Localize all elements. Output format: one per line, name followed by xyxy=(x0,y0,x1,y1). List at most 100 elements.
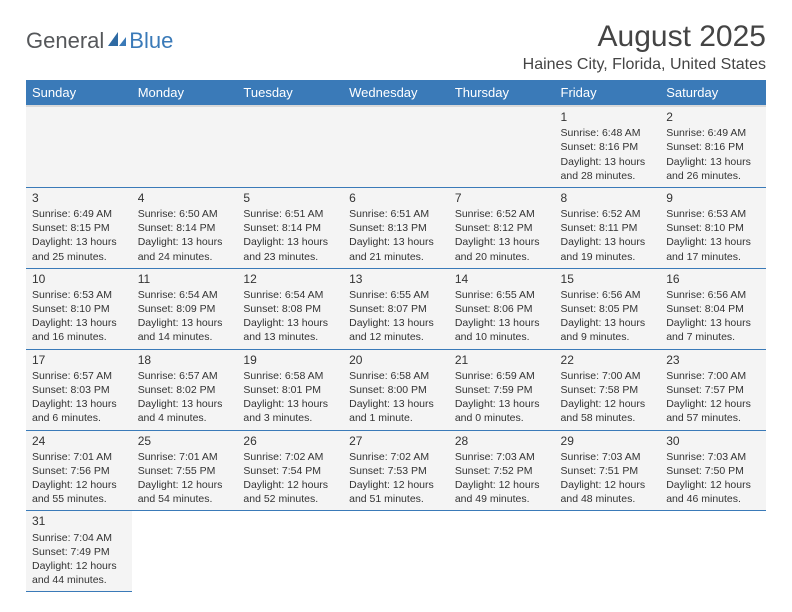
day-number: 7 xyxy=(455,190,549,206)
sunset-text: Sunset: 8:03 PM xyxy=(32,383,126,397)
title-block: August 2025 Haines City, Florida, United… xyxy=(523,20,766,74)
calendar-cell: 22Sunrise: 7:00 AMSunset: 7:58 PMDayligh… xyxy=(555,349,661,430)
calendar-row: 3Sunrise: 6:49 AMSunset: 8:15 PMDaylight… xyxy=(26,187,766,268)
calendar-cell: 29Sunrise: 7:03 AMSunset: 7:51 PMDayligh… xyxy=(555,430,661,511)
daylight-text: Daylight: 12 hours and 49 minutes. xyxy=(455,478,549,506)
day-number: 6 xyxy=(349,190,443,206)
sunset-text: Sunset: 8:02 PM xyxy=(138,383,232,397)
sunrise-text: Sunrise: 6:53 AM xyxy=(666,207,760,221)
sunset-text: Sunset: 8:16 PM xyxy=(561,140,655,154)
sunrise-text: Sunrise: 6:58 AM xyxy=(243,369,337,383)
calendar-cell: 3Sunrise: 6:49 AMSunset: 8:15 PMDaylight… xyxy=(26,187,132,268)
day-number: 19 xyxy=(243,352,337,368)
sunset-text: Sunset: 7:59 PM xyxy=(455,383,549,397)
sunset-text: Sunset: 8:10 PM xyxy=(666,221,760,235)
logo-text-blue: Blue xyxy=(129,28,173,54)
day-number: 26 xyxy=(243,433,337,449)
dayheader-thu: Thursday xyxy=(449,80,555,106)
calendar-cell-empty xyxy=(343,511,449,592)
location: Haines City, Florida, United States xyxy=(523,56,766,74)
dayheader-fri: Friday xyxy=(555,80,661,106)
sunset-text: Sunset: 7:58 PM xyxy=(561,383,655,397)
sunset-text: Sunset: 8:09 PM xyxy=(138,302,232,316)
day-number: 28 xyxy=(455,433,549,449)
daylight-text: Daylight: 13 hours and 13 minutes. xyxy=(243,316,337,344)
calendar-row: 31Sunrise: 7:04 AMSunset: 7:49 PMDayligh… xyxy=(26,511,766,592)
calendar-cell: 6Sunrise: 6:51 AMSunset: 8:13 PMDaylight… xyxy=(343,187,449,268)
calendar-cell-empty xyxy=(132,511,238,592)
calendar-cell: 7Sunrise: 6:52 AMSunset: 8:12 PMDaylight… xyxy=(449,187,555,268)
calendar-cell: 11Sunrise: 6:54 AMSunset: 8:09 PMDayligh… xyxy=(132,268,238,349)
sunrise-text: Sunrise: 6:58 AM xyxy=(349,369,443,383)
sunset-text: Sunset: 8:14 PM xyxy=(138,221,232,235)
sunset-text: Sunset: 8:00 PM xyxy=(349,383,443,397)
calendar-cell-empty xyxy=(237,511,343,592)
calendar-cell: 26Sunrise: 7:02 AMSunset: 7:54 PMDayligh… xyxy=(237,430,343,511)
daylight-text: Daylight: 13 hours and 17 minutes. xyxy=(666,235,760,263)
calendar-row: 1Sunrise: 6:48 AMSunset: 8:16 PMDaylight… xyxy=(26,106,766,187)
logo-text-general: General xyxy=(26,28,104,54)
daylight-text: Daylight: 13 hours and 3 minutes. xyxy=(243,397,337,425)
sunset-text: Sunset: 7:52 PM xyxy=(455,464,549,478)
sunset-text: Sunset: 8:15 PM xyxy=(32,221,126,235)
day-number: 13 xyxy=(349,271,443,287)
calendar-cell: 10Sunrise: 6:53 AMSunset: 8:10 PMDayligh… xyxy=(26,268,132,349)
sunrise-text: Sunrise: 6:52 AM xyxy=(561,207,655,221)
calendar-cell: 5Sunrise: 6:51 AMSunset: 8:14 PMDaylight… xyxy=(237,187,343,268)
calendar-cell: 20Sunrise: 6:58 AMSunset: 8:00 PMDayligh… xyxy=(343,349,449,430)
sunrise-text: Sunrise: 6:51 AM xyxy=(349,207,443,221)
calendar-row: 10Sunrise: 6:53 AMSunset: 8:10 PMDayligh… xyxy=(26,268,766,349)
daylight-text: Daylight: 13 hours and 9 minutes. xyxy=(561,316,655,344)
day-number: 27 xyxy=(349,433,443,449)
month-title: August 2025 xyxy=(523,20,766,54)
calendar-cell: 28Sunrise: 7:03 AMSunset: 7:52 PMDayligh… xyxy=(449,430,555,511)
sunset-text: Sunset: 7:49 PM xyxy=(32,545,126,559)
sunrise-text: Sunrise: 6:55 AM xyxy=(455,288,549,302)
calendar-cell: 31Sunrise: 7:04 AMSunset: 7:49 PMDayligh… xyxy=(26,511,132,592)
daylight-text: Daylight: 13 hours and 6 minutes. xyxy=(32,397,126,425)
dayheader-tue: Tuesday xyxy=(237,80,343,106)
calendar-cell: 27Sunrise: 7:02 AMSunset: 7:53 PMDayligh… xyxy=(343,430,449,511)
day-number: 12 xyxy=(243,271,337,287)
day-number: 14 xyxy=(455,271,549,287)
day-number: 29 xyxy=(561,433,655,449)
sunset-text: Sunset: 7:50 PM xyxy=(666,464,760,478)
sunrise-text: Sunrise: 6:51 AM xyxy=(243,207,337,221)
sunrise-text: Sunrise: 7:02 AM xyxy=(243,450,337,464)
calendar-cell: 14Sunrise: 6:55 AMSunset: 8:06 PMDayligh… xyxy=(449,268,555,349)
daylight-text: Daylight: 12 hours and 54 minutes. xyxy=(138,478,232,506)
dayheader-sun: Sunday xyxy=(26,80,132,106)
daylight-text: Daylight: 13 hours and 16 minutes. xyxy=(32,316,126,344)
sunset-text: Sunset: 8:12 PM xyxy=(455,221,549,235)
sunrise-text: Sunrise: 6:57 AM xyxy=(32,369,126,383)
daylight-text: Daylight: 12 hours and 44 minutes. xyxy=(32,559,126,587)
daylight-text: Daylight: 13 hours and 21 minutes. xyxy=(349,235,443,263)
sunrise-text: Sunrise: 7:01 AM xyxy=(138,450,232,464)
day-header-row: Sunday Monday Tuesday Wednesday Thursday… xyxy=(26,80,766,106)
day-number: 31 xyxy=(32,513,126,529)
day-number: 3 xyxy=(32,190,126,206)
calendar-cell-empty xyxy=(449,106,555,187)
sunrise-text: Sunrise: 6:50 AM xyxy=(138,207,232,221)
calendar-cell: 24Sunrise: 7:01 AMSunset: 7:56 PMDayligh… xyxy=(26,430,132,511)
sunset-text: Sunset: 8:11 PM xyxy=(561,221,655,235)
sunrise-text: Sunrise: 6:57 AM xyxy=(138,369,232,383)
sail-icon xyxy=(106,28,128,54)
sunset-text: Sunset: 7:57 PM xyxy=(666,383,760,397)
daylight-text: Daylight: 12 hours and 51 minutes. xyxy=(349,478,443,506)
header: General Blue August 2025 Haines City, Fl… xyxy=(26,20,766,74)
calendar-cell: 9Sunrise: 6:53 AMSunset: 8:10 PMDaylight… xyxy=(660,187,766,268)
calendar-row: 17Sunrise: 6:57 AMSunset: 8:03 PMDayligh… xyxy=(26,349,766,430)
daylight-text: Daylight: 13 hours and 28 minutes. xyxy=(561,155,655,183)
day-number: 20 xyxy=(349,352,443,368)
sunset-text: Sunset: 8:13 PM xyxy=(349,221,443,235)
day-number: 10 xyxy=(32,271,126,287)
day-number: 5 xyxy=(243,190,337,206)
calendar-cell: 17Sunrise: 6:57 AMSunset: 8:03 PMDayligh… xyxy=(26,349,132,430)
sunset-text: Sunset: 7:55 PM xyxy=(138,464,232,478)
sunrise-text: Sunrise: 6:56 AM xyxy=(561,288,655,302)
daylight-text: Daylight: 12 hours and 55 minutes. xyxy=(32,478,126,506)
calendar-cell-empty xyxy=(555,511,661,592)
daylight-text: Daylight: 13 hours and 4 minutes. xyxy=(138,397,232,425)
day-number: 4 xyxy=(138,190,232,206)
